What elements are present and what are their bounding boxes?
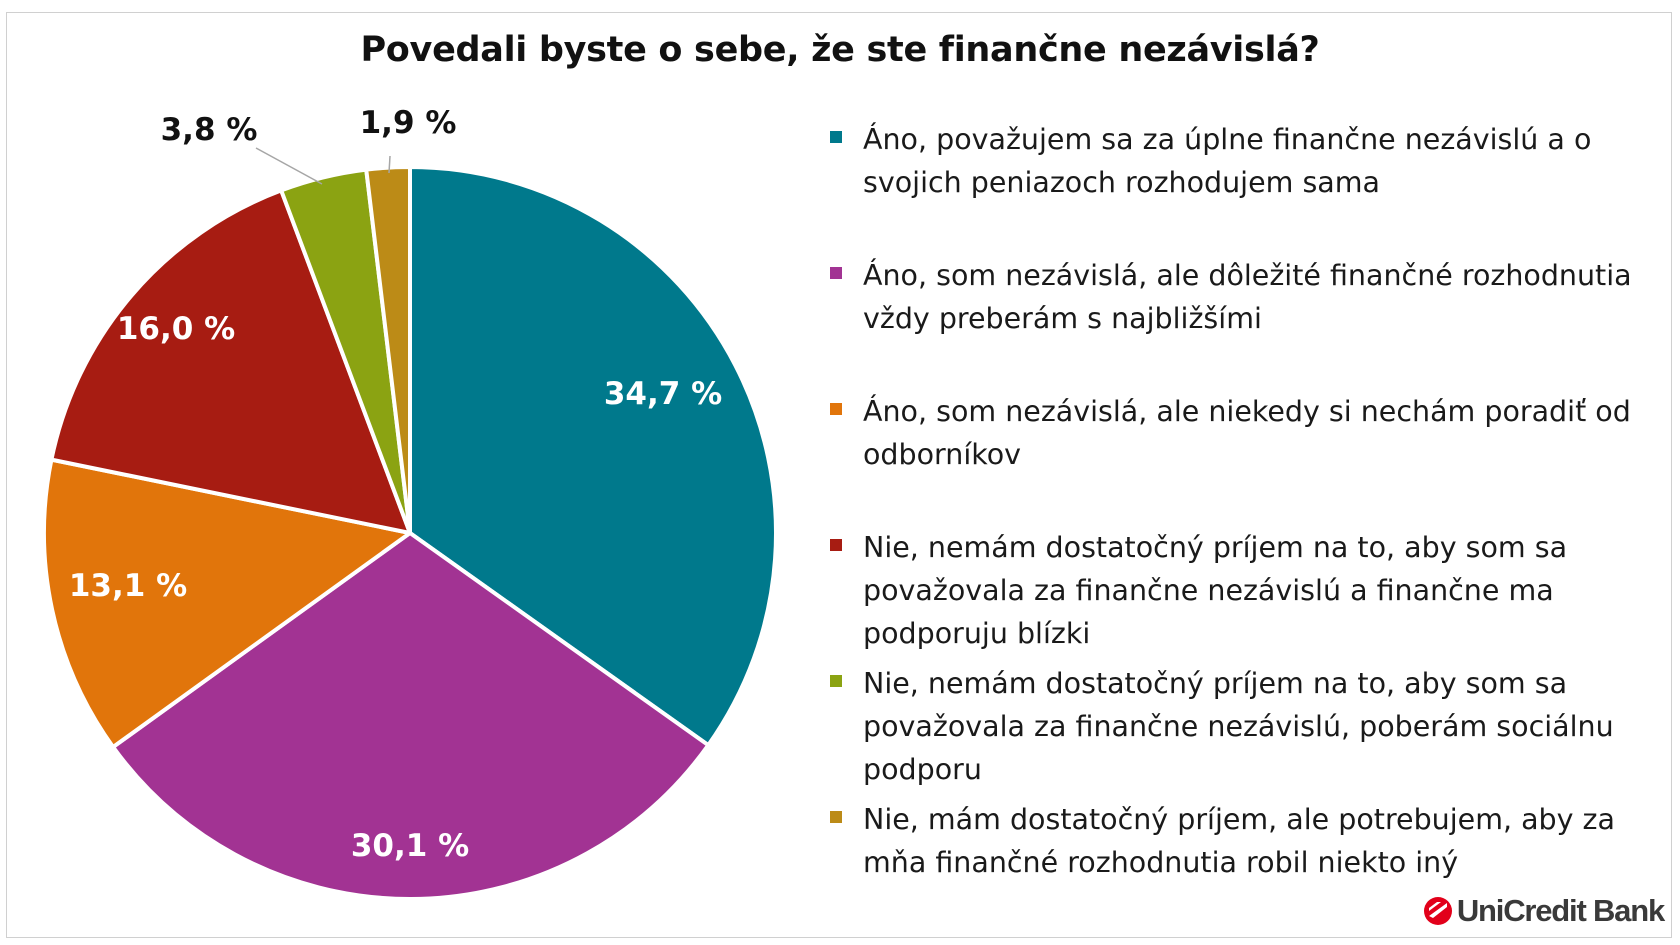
pie-slice-4 bbox=[49, 188, 412, 535]
data-label-5: 3,8 % bbox=[161, 112, 258, 148]
brand-logo: UniCredit Bank bbox=[1423, 891, 1665, 931]
legend-label-6: Nie, mám dostatočný príjem, ale potrebuj… bbox=[863, 803, 1615, 879]
legend-label-5: Nie, nemám dostatočný príjem na to, aby … bbox=[863, 667, 1614, 786]
data-label-1: 34,7 % bbox=[604, 376, 722, 412]
legend-swatch-2 bbox=[830, 267, 842, 279]
legend-label-3: Áno, som nezávislá, ale niekedy si nechá… bbox=[863, 395, 1631, 471]
pie-slice-1 bbox=[408, 165, 778, 748]
leader-line-6 bbox=[388, 155, 391, 174]
data-label-4: 16,0 % bbox=[117, 311, 235, 347]
brand-name: UniCredit Bank bbox=[1456, 893, 1665, 928]
chart-title: Povedali byste o sebe, že ste finančne n… bbox=[360, 30, 1320, 70]
unicredit-logo-icon bbox=[1423, 897, 1452, 925]
legend-swatch-3 bbox=[830, 403, 842, 415]
legend-label-4: Nie, nemám dostatočný príjem na to, aby … bbox=[863, 531, 1568, 650]
legend-label-1: Áno, považujem sa za úplne finančne nezá… bbox=[863, 123, 1592, 199]
data-label-3: 13,1 % bbox=[69, 568, 187, 604]
pie-slice-3 bbox=[42, 457, 412, 750]
legend-swatch-5 bbox=[830, 675, 842, 687]
legend-swatch-1 bbox=[830, 131, 842, 143]
pie-slice-6 bbox=[364, 165, 412, 535]
legend-swatch-6 bbox=[830, 811, 842, 823]
data-label-6: 1,9 % bbox=[360, 105, 457, 141]
data-label-2: 30,1 % bbox=[351, 828, 469, 864]
legend-swatch-4 bbox=[830, 539, 842, 551]
pie-slice-2 bbox=[111, 531, 711, 901]
leader-line-5 bbox=[255, 147, 323, 185]
legend-label-2: Áno, som nezávislá, ale dôležité finančn… bbox=[863, 259, 1632, 335]
